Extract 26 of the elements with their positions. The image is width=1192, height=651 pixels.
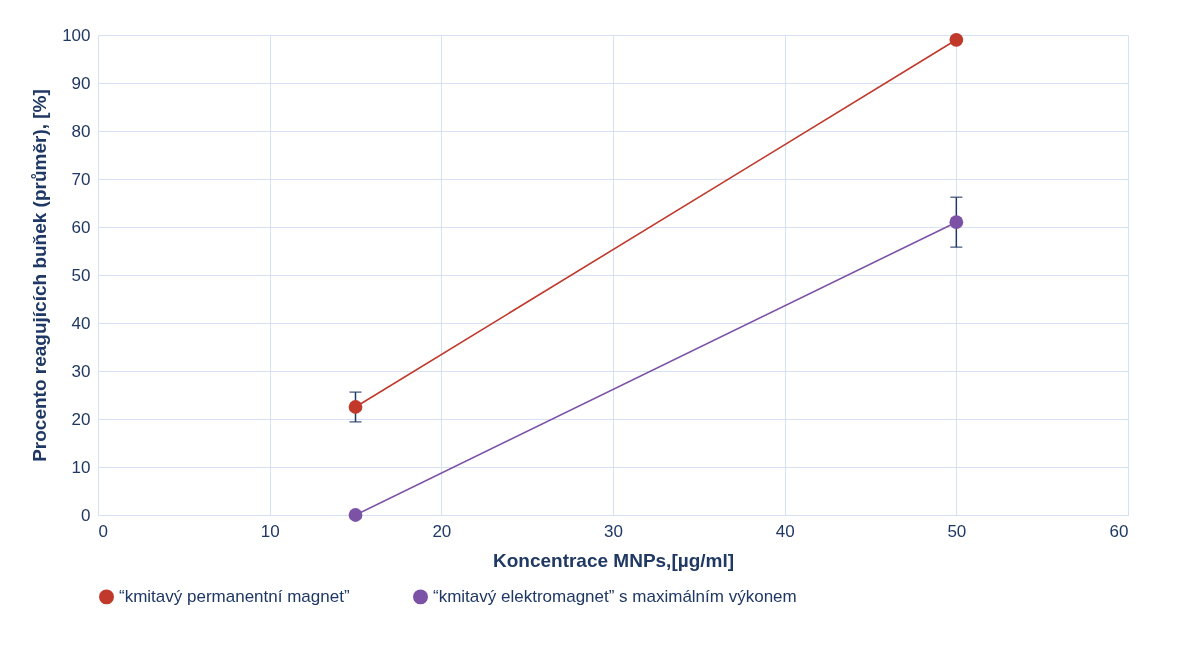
point xyxy=(949,32,964,47)
point xyxy=(348,508,363,522)
x-axis-title: Koncentrace MNPs,[µg/ml] xyxy=(492,549,735,571)
y-tick-label: 70 xyxy=(71,169,91,189)
point xyxy=(949,215,964,230)
legend-label: “kmitavý permanentní magnet” xyxy=(119,586,350,606)
y-tick-label: 60 xyxy=(71,217,91,237)
x-tick-label: 0 xyxy=(98,521,108,541)
y-tick-label: 0 xyxy=(81,505,91,525)
x-tick-label: 10 xyxy=(260,521,280,541)
y-tick-label: 30 xyxy=(71,361,91,381)
y-tick-label: 80 xyxy=(71,121,91,141)
point xyxy=(348,400,363,414)
y-tick-label: 50 xyxy=(71,265,91,285)
x-tick-label: 60 xyxy=(1109,521,1129,541)
x-tick-label: 20 xyxy=(432,521,452,541)
y-tick-label: 100 xyxy=(62,25,91,45)
y-tick-label: 90 xyxy=(71,73,91,93)
x-tick-label: 30 xyxy=(604,521,623,541)
y-tick-label: 10 xyxy=(71,457,91,477)
y-tick-label: 20 xyxy=(71,409,91,429)
legend-label: “kmitavý elektromagnet” s maximálním výkonem xyxy=(433,586,797,606)
x-tick-label: 50 xyxy=(947,521,967,541)
y-axis-title: Procento reagujících buňek (průměr), [%] xyxy=(29,89,51,462)
y-tick-label: 40 xyxy=(71,313,91,333)
x-tick-label: 40 xyxy=(775,521,795,541)
